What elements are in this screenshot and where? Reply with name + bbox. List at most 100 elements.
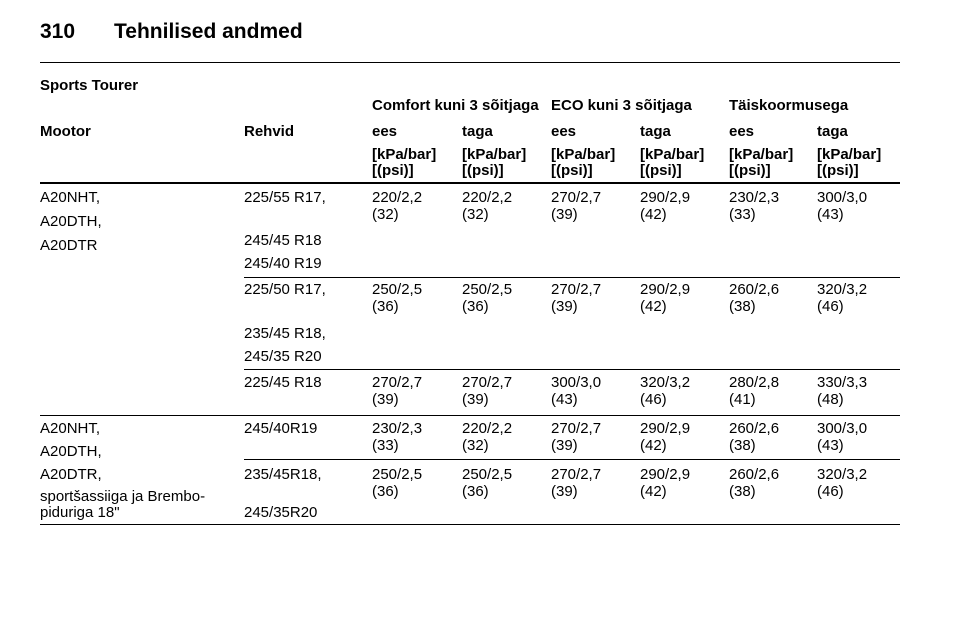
pressure: (39) xyxy=(551,298,578,315)
rule xyxy=(40,415,900,416)
group-header: Täiskoormusega xyxy=(729,97,849,114)
engine: sportšassiiga ja Brembo- xyxy=(40,488,206,505)
tire-size: 225/55 R17, xyxy=(244,189,326,206)
pressure: (43) xyxy=(817,206,844,223)
pressure: (36) xyxy=(372,298,399,315)
pressure: 320/3,2 xyxy=(640,374,691,391)
unit: [(psi)] xyxy=(729,162,771,179)
pressure: (32) xyxy=(372,206,399,223)
pressure: (33) xyxy=(729,206,756,223)
pressure: 220/2,2 xyxy=(462,189,513,206)
engine: A20DTH, xyxy=(40,443,102,460)
tire-size: 245/45 R18 xyxy=(244,232,322,249)
pressure: 270/2,7 xyxy=(551,281,602,298)
column-header: ees xyxy=(729,123,755,140)
unit: [(psi)] xyxy=(462,162,504,179)
pressure: (42) xyxy=(640,298,667,315)
pressure: 290/2,9 xyxy=(640,420,691,437)
column-header: Mootor xyxy=(40,123,91,140)
pressure: (46) xyxy=(640,391,667,408)
pressure: (41) xyxy=(729,391,756,408)
pressure: 250/2,5 xyxy=(372,466,423,483)
column-header: Rehvid xyxy=(244,123,295,140)
tire-size: 235/45R18, xyxy=(244,466,322,483)
unit: [kPa/bar] xyxy=(817,146,882,163)
pressure: 270/2,7 xyxy=(372,374,423,391)
pressure: 250/2,5 xyxy=(462,466,513,483)
pressure: 230/2,3 xyxy=(729,189,780,206)
pressure: 220/2,2 xyxy=(372,189,423,206)
pressure: (38) xyxy=(729,298,756,315)
pressure: (39) xyxy=(551,437,578,454)
pressure: 300/3,0 xyxy=(817,189,868,206)
pressure: 300/3,0 xyxy=(817,420,868,437)
pressure: (42) xyxy=(640,206,667,223)
unit: [(psi)] xyxy=(551,162,593,179)
pressure: 320/3,2 xyxy=(817,281,868,298)
rule xyxy=(40,62,900,63)
unit: [(psi)] xyxy=(640,162,682,179)
section-title: Sports Tourer xyxy=(40,77,139,94)
pressure: (33) xyxy=(372,437,399,454)
pressure: (38) xyxy=(729,437,756,454)
pressure: (46) xyxy=(817,483,844,500)
pressure: 260/2,6 xyxy=(729,420,780,437)
engine: A20DTR xyxy=(40,237,98,254)
rule xyxy=(244,459,900,460)
unit: [kPa/bar] xyxy=(372,146,437,163)
pressure: 290/2,9 xyxy=(640,466,691,483)
pressure: 230/2,3 xyxy=(372,420,423,437)
rule xyxy=(244,369,900,370)
column-header: taga xyxy=(462,123,493,140)
tire-size: 225/50 R17, xyxy=(244,281,326,298)
pressure: (39) xyxy=(372,391,399,408)
tire-size: 235/45 R18, xyxy=(244,325,326,342)
group-header: Comfort kuni 3 sõitjaga xyxy=(372,97,539,114)
engine: A20NHT, xyxy=(40,189,101,206)
pressure: 250/2,5 xyxy=(462,281,513,298)
pressure: (48) xyxy=(817,391,844,408)
pressure: (39) xyxy=(462,391,489,408)
pressure: (39) xyxy=(551,483,578,500)
column-header: ees xyxy=(551,123,577,140)
tire-size: 245/35 R20 xyxy=(244,348,322,365)
engine: A20DTH, xyxy=(40,213,102,230)
tire-size: 245/35R20 xyxy=(244,504,318,521)
pressure: (42) xyxy=(640,483,667,500)
pressure: (43) xyxy=(817,437,844,454)
pressure: 270/2,7 xyxy=(462,374,513,391)
pressure: (36) xyxy=(462,483,489,500)
tire-size: 245/40 R19 xyxy=(244,255,322,272)
column-header: taga xyxy=(817,123,848,140)
pressure: (39) xyxy=(551,206,578,223)
engine: A20DTR, xyxy=(40,466,102,483)
unit: [(psi)] xyxy=(817,162,859,179)
unit: [kPa/bar] xyxy=(462,146,527,163)
pressure: 270/2,7 xyxy=(551,466,602,483)
column-header: ees xyxy=(372,123,398,140)
rule xyxy=(244,277,900,278)
pressure: 220/2,2 xyxy=(462,420,513,437)
pressure: 280/2,8 xyxy=(729,374,780,391)
pressure: (36) xyxy=(462,298,489,315)
pressure: (32) xyxy=(462,437,489,454)
pressure: 300/3,0 xyxy=(551,374,602,391)
pressure: (36) xyxy=(372,483,399,500)
unit: [kPa/bar] xyxy=(640,146,705,163)
rule xyxy=(40,524,900,525)
unit: [(psi)] xyxy=(372,162,414,179)
pressure: 250/2,5 xyxy=(372,281,423,298)
rule xyxy=(40,182,900,184)
tire-size: 225/45 R18 xyxy=(244,374,322,391)
pressure: 260/2,6 xyxy=(729,466,780,483)
unit: [kPa/bar] xyxy=(729,146,794,163)
group-header: ECO kuni 3 sõitjaga xyxy=(551,97,692,114)
pressure: (43) xyxy=(551,391,578,408)
page-number: 310 xyxy=(40,19,76,43)
unit: [kPa/bar] xyxy=(551,146,616,163)
page-title: Tehnilised andmed xyxy=(114,19,303,43)
pressure: 290/2,9 xyxy=(640,189,691,206)
tire-size: 245/40R19 xyxy=(244,420,318,437)
engine: piduriga 18" xyxy=(40,504,120,521)
